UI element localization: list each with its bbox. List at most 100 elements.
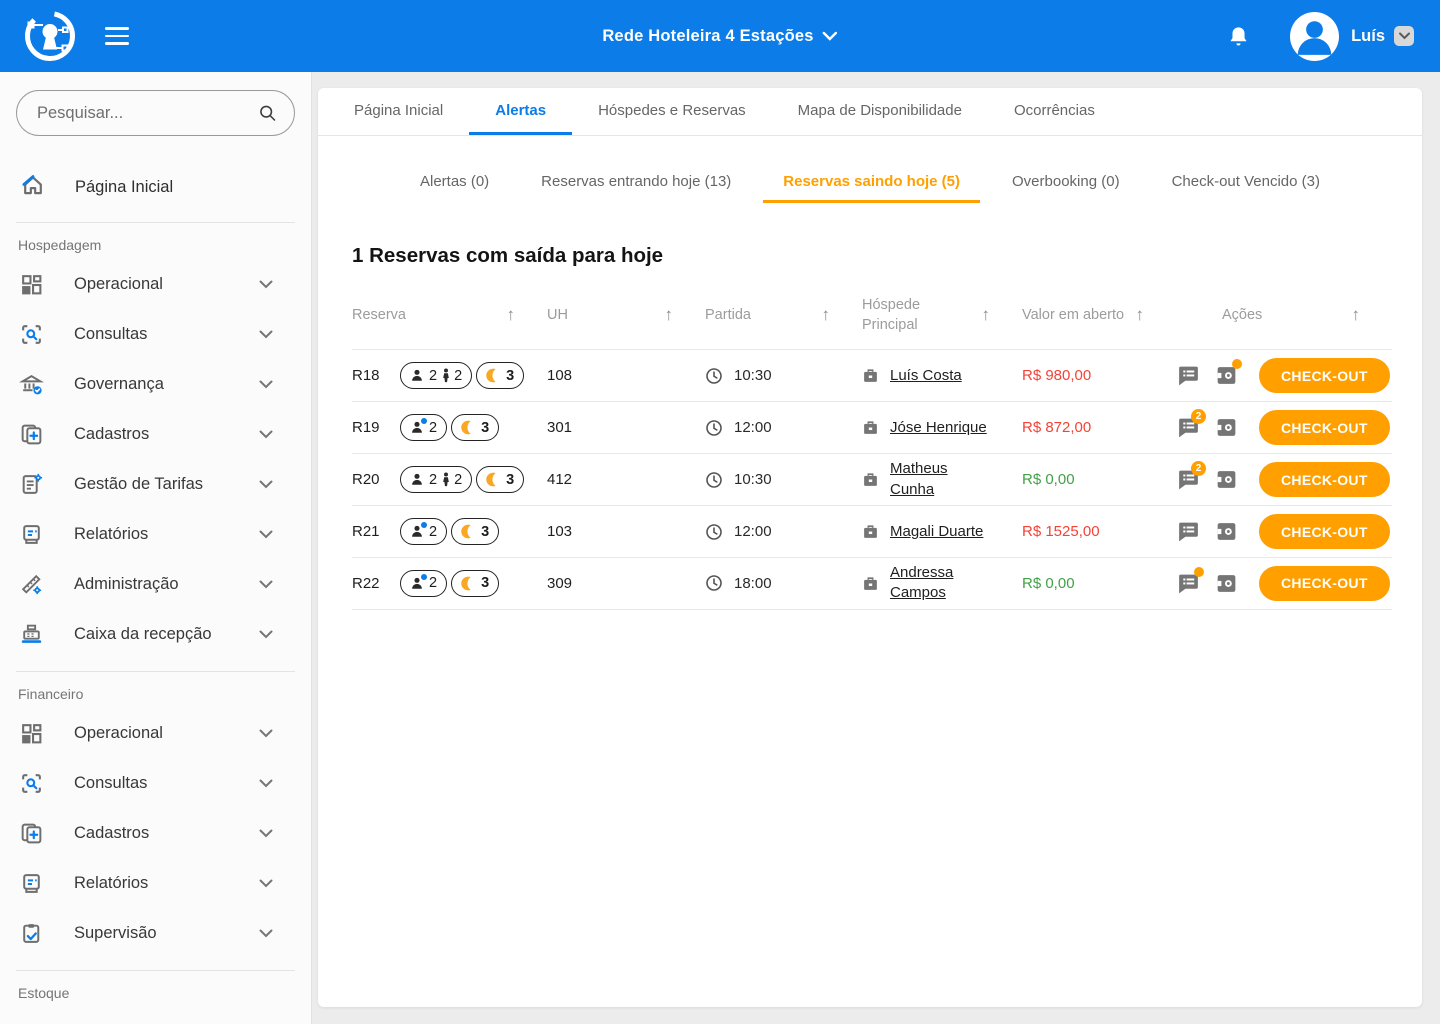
card-machine-icon[interactable] <box>1214 415 1239 440</box>
sidebar-item-governanca[interactable]: Governança <box>16 359 295 409</box>
check-out-button[interactable]: CHECK-OUT <box>1259 462 1390 498</box>
divider <box>16 671 295 672</box>
report-printer-icon <box>19 522 46 547</box>
col-reserva: Reserva <box>352 306 406 323</box>
cash-register-icon <box>19 622 46 647</box>
user-avatar[interactable] <box>1290 11 1340 61</box>
ruler-gear-icon <box>19 572 46 597</box>
chevron-down-icon <box>259 580 273 589</box>
adult-icon <box>410 573 427 591</box>
col-valor-aberto: Valor em aberto <box>1022 306 1125 323</box>
sidebar-item-fin-consultas[interactable]: Consultas <box>16 758 295 808</box>
check-out-button[interactable]: CHECK-OUT <box>1259 358 1390 394</box>
sidebar-item-caixa-recepcao[interactable]: Caixa da recepção <box>16 609 295 659</box>
menu-hamburger-icon[interactable] <box>105 27 129 45</box>
check-out-button[interactable]: CHECK-OUT <box>1259 410 1390 446</box>
sort-icon[interactable]: ↑ <box>1135 305 1145 325</box>
subtab-alertas[interactable]: Alertas (0) <box>419 173 490 190</box>
divider <box>16 970 295 971</box>
sidebar-item-label: Página Inicial <box>75 177 174 196</box>
guest-link[interactable]: Matheus Cunha <box>890 460 948 498</box>
clock-icon <box>706 419 722 436</box>
search-input[interactable] <box>37 103 257 123</box>
table-header: Reserva ↑ UH ↑ Partida ↑ Hóspede Principal ↑… <box>352 290 1392 349</box>
tab-mapa-disponibilidade[interactable]: Mapa de Disponibilidade <box>797 101 962 119</box>
sidebar-item-cadastros[interactable]: Cadastros <box>16 409 295 459</box>
home-icon <box>20 172 46 203</box>
check-out-button[interactable]: CHECK-OUT <box>1259 514 1390 550</box>
guest-link[interactable]: Magali Duarte <box>890 522 984 540</box>
adult-icon <box>410 418 427 435</box>
clock-icon <box>706 471 722 488</box>
tab-hospedes-reservas[interactable]: Hóspedes e Reservas <box>598 101 746 119</box>
card-machine-icon[interactable] <box>1214 571 1239 596</box>
tab-pagina-inicial[interactable]: Página Inicial <box>354 101 444 119</box>
notes-icon[interactable] <box>1176 363 1201 388</box>
sidebar-item-supervisao[interactable]: Supervisão <box>16 908 295 958</box>
page-title: 1 Reservas com saída para hoje <box>352 244 664 267</box>
sidebar-item-fin-relatorios[interactable]: Relatórios <box>16 858 295 908</box>
reservation-code: R21 <box>352 523 380 541</box>
sidebar-item-fin-operacional[interactable]: Operacional <box>16 708 295 758</box>
open-amount: R$ 0,00 <box>1022 574 1075 592</box>
uh-cell: 301 <box>547 419 573 437</box>
clock-icon <box>706 367 722 384</box>
moon-icon <box>461 576 471 591</box>
notes-icon[interactable]: 2 <box>1176 461 1206 492</box>
sidebar-item-relatorios[interactable]: Relatórios <box>16 509 295 559</box>
tab-ocorrencias[interactable]: Ocorrências <box>1013 101 1095 119</box>
chevron-down-icon <box>259 530 273 539</box>
table-row: R22 2 3 309 <box>352 557 1392 610</box>
uh-cell: 309 <box>547 574 573 592</box>
card-machine-icon[interactable] <box>1214 467 1239 492</box>
nights-badge: 3 <box>451 569 500 597</box>
open-amount: R$ 872,00 <box>1022 419 1092 437</box>
guest-link[interactable]: Luís Costa <box>890 366 962 384</box>
notes-icon[interactable]: 2 <box>1176 409 1206 440</box>
subtab-reservas-entrando[interactable]: Reservas entrando hoje (13) <box>541 173 732 190</box>
subtab-overbooking[interactable]: Overbooking (0) <box>1012 173 1120 190</box>
occupancy-badge: 2 2 <box>400 362 473 390</box>
occupancy-badge: 2 <box>400 569 448 597</box>
notes-icon[interactable] <box>1176 566 1204 596</box>
sort-icon[interactable]: ↑ <box>821 305 831 325</box>
departures-table: Reserva ↑ UH ↑ Partida ↑ Hóspede Principal ↑… <box>352 290 1392 610</box>
notifications-bell-icon[interactable] <box>1227 24 1250 49</box>
main-tabs: Página Inicial Alertas Hóspedes e Reserv… <box>318 88 1422 136</box>
card-machine-icon[interactable] <box>1214 519 1239 544</box>
hotel-selector[interactable]: Rede Hoteleira 4 Estações <box>602 27 838 46</box>
sidebar-item-consultas[interactable]: Consultas <box>16 309 295 359</box>
app-logo-icon[interactable] <box>22 8 78 64</box>
uh-cell: 103 <box>547 523 573 541</box>
sort-icon[interactable]: ↑ <box>1351 305 1361 325</box>
check-out-button[interactable]: CHECK-OUT <box>1259 565 1390 601</box>
sort-icon[interactable]: ↑ <box>981 305 991 325</box>
child-icon <box>443 472 449 487</box>
sidebar-item-fin-cadastros[interactable]: Cadastros <box>16 808 295 858</box>
reservation-code: R22 <box>352 574 380 592</box>
col-hospede-principal: Hóspede Principal <box>862 297 921 333</box>
subtab-reservas-saindo[interactable]: Reservas saindo hoje (5) <box>763 163 981 203</box>
user-menu-chevron-icon[interactable] <box>1394 26 1414 46</box>
sidebar-item-operacional[interactable]: Operacional <box>16 259 295 309</box>
card-machine-icon[interactable] <box>1214 359 1242 388</box>
sidebar-item-pagina-inicial[interactable]: Página Inicial <box>16 164 295 210</box>
tab-alertas[interactable]: Alertas <box>469 88 573 135</box>
notes-icon[interactable] <box>1176 519 1201 544</box>
search-icon[interactable] <box>257 101 278 125</box>
guest-link[interactable]: Jóse Henrique <box>890 418 987 436</box>
subtab-checkout-vencido[interactable]: Check-out Vencido (3) <box>1171 173 1320 190</box>
divider <box>16 222 295 223</box>
chevron-down-icon <box>259 829 273 838</box>
open-amount: R$ 0,00 <box>1022 471 1075 489</box>
sort-icon[interactable]: ↑ <box>664 305 674 325</box>
sort-icon[interactable]: ↑ <box>506 305 516 325</box>
guest-link[interactable]: Andressa Campos <box>890 564 954 602</box>
uh-cell: 108 <box>547 367 573 385</box>
nights-badge: 3 <box>451 518 500 546</box>
sidebar-item-administracao[interactable]: Administração <box>16 559 295 609</box>
table-row: R21 2 3 103 <box>352 505 1392 557</box>
sidebar-item-gestao-tarifas[interactable]: Gestão de Tarifas <box>16 459 295 509</box>
cards-plus-icon <box>19 821 46 846</box>
clock-icon <box>706 575 722 592</box>
